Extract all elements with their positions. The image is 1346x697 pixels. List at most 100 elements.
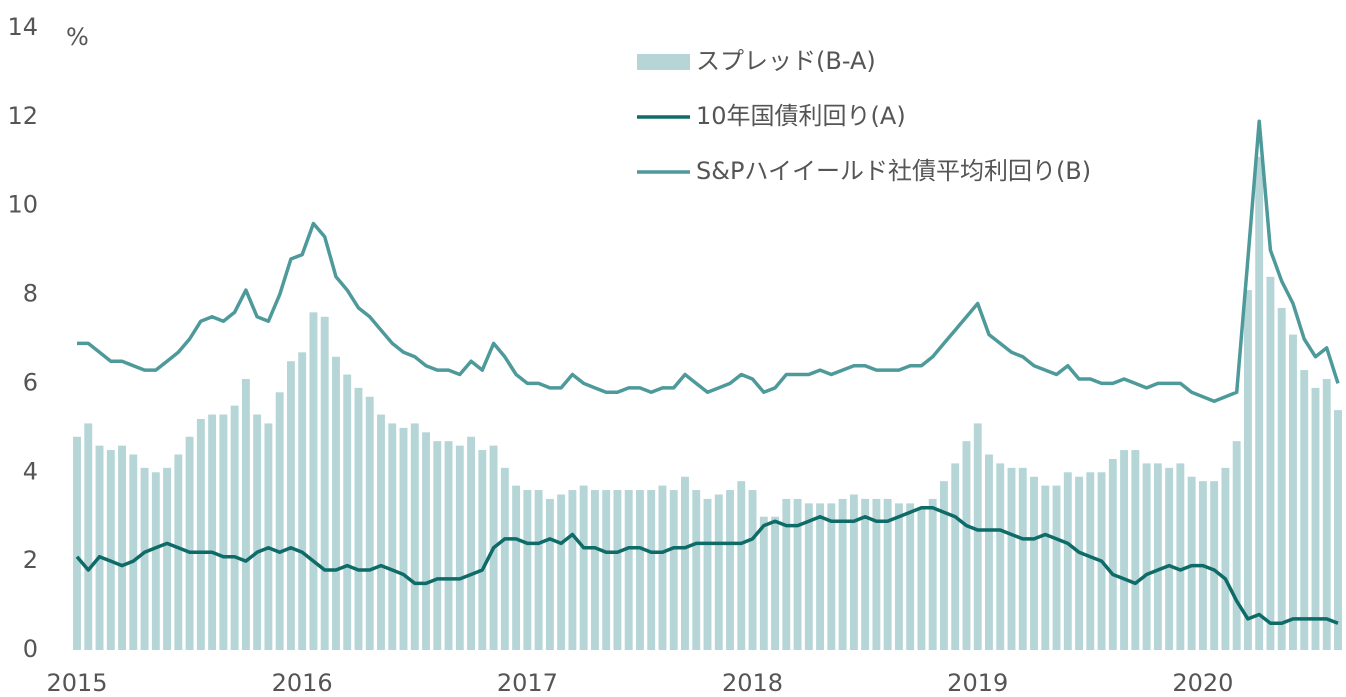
spread-bar — [534, 490, 543, 650]
spread-bar — [1075, 476, 1083, 650]
x-tick-label: 2019 — [947, 669, 1008, 697]
spread-bar — [703, 498, 712, 650]
spread-bar — [332, 356, 340, 650]
spread-bar — [253, 414, 262, 650]
spread-bar — [624, 490, 633, 650]
spread-bar — [928, 498, 937, 650]
spread-bar — [579, 485, 588, 650]
spread-bar — [1063, 472, 1072, 650]
spread-bar — [939, 481, 948, 650]
spread-bar — [737, 481, 746, 650]
spread-bar — [354, 387, 363, 650]
spread-bar — [163, 467, 172, 650]
y-tick-label: 10 — [7, 191, 38, 219]
spread-bar — [590, 490, 599, 650]
spread-bar — [1266, 276, 1275, 650]
spread-bar — [1108, 458, 1117, 650]
spread-bar — [1176, 463, 1185, 650]
spread-bar — [512, 485, 521, 650]
spread-bar — [872, 498, 881, 650]
y-tick-label: 12 — [7, 102, 38, 130]
spread-bar — [1052, 485, 1061, 650]
spread-bar — [1153, 463, 1162, 650]
spread-bar — [759, 516, 768, 650]
spread-bar — [1334, 410, 1342, 650]
spread-bar — [1311, 387, 1320, 650]
spread-bar — [894, 503, 903, 650]
spread-bar — [1277, 307, 1286, 650]
spread-bar — [1142, 463, 1151, 650]
spread-bar — [861, 498, 870, 650]
y-tick-label: 0 — [23, 635, 38, 663]
spread-bar — [692, 490, 701, 650]
spread-bar — [106, 450, 115, 650]
spread-bar — [196, 418, 205, 650]
legend-label: スプレッド(B-A) — [696, 47, 876, 75]
spread-bar — [849, 494, 858, 650]
y-axis-label: % — [66, 23, 89, 51]
spread-bar — [377, 414, 385, 650]
spread-bar — [816, 503, 825, 650]
spread-bar — [467, 436, 476, 650]
spread-bar — [681, 476, 689, 650]
spread-bar — [951, 463, 960, 650]
spread-bar — [647, 490, 656, 650]
y-tick-label: 4 — [23, 457, 38, 485]
spread-bar — [365, 396, 374, 650]
spread-bar — [500, 467, 509, 650]
spread-bar — [748, 490, 757, 650]
spread-bar — [1165, 467, 1174, 650]
spread-bar — [793, 498, 802, 650]
spread-bar — [84, 423, 93, 650]
spread-bar — [973, 423, 982, 650]
spread-bar — [568, 490, 577, 650]
spread-bar — [151, 472, 160, 650]
spread-bar — [804, 503, 813, 650]
spread-bar — [1210, 481, 1219, 650]
spread-bar — [714, 494, 723, 650]
spread-bar — [241, 378, 250, 650]
spread-bar — [208, 414, 217, 650]
spread-bar — [1018, 467, 1027, 650]
spread-bar — [996, 463, 1005, 650]
spread-bar — [917, 507, 926, 650]
spread-bar — [118, 445, 126, 650]
y-tick-label: 8 — [23, 280, 38, 308]
spread-bar — [782, 498, 791, 650]
spread-bar — [1221, 467, 1230, 650]
spread-bar — [129, 454, 138, 650]
spread-bar — [1187, 476, 1196, 650]
spread-bar — [422, 432, 430, 650]
spread-bar — [1041, 485, 1050, 650]
spread-bar — [1030, 476, 1038, 650]
spread-bar — [1131, 450, 1140, 650]
x-tick-label: 2016 — [272, 669, 333, 697]
spread-bar — [602, 490, 611, 650]
spread-bar — [1007, 467, 1016, 650]
spread-bar — [1322, 378, 1331, 650]
spread-bar — [1300, 370, 1309, 650]
y-tick-label: 14 — [7, 13, 38, 41]
spread-bar — [1289, 334, 1297, 650]
x-tick-label: 2015 — [46, 669, 107, 697]
spread-bar — [444, 441, 453, 650]
spread-bar — [838, 498, 847, 650]
spread-bar — [343, 374, 352, 650]
spread-bar — [1120, 450, 1129, 650]
spread-bar — [1255, 156, 1264, 651]
spread-bar — [433, 441, 442, 650]
spread-bar — [73, 436, 81, 650]
spread-bar — [1243, 290, 1252, 650]
spread-bar — [264, 423, 273, 650]
series-line — [77, 119, 1340, 403]
spread-bar — [320, 316, 329, 650]
spread-bar — [399, 427, 408, 650]
legend-swatch — [637, 54, 690, 70]
spread-bar — [455, 445, 464, 650]
spread-bar — [275, 392, 284, 650]
spread-bar — [962, 441, 971, 650]
spread-bar — [230, 405, 239, 650]
legend-label: S&Pハイイールド社債平均利回り(B) — [696, 157, 1091, 185]
x-tick-label: 2020 — [1172, 669, 1233, 697]
